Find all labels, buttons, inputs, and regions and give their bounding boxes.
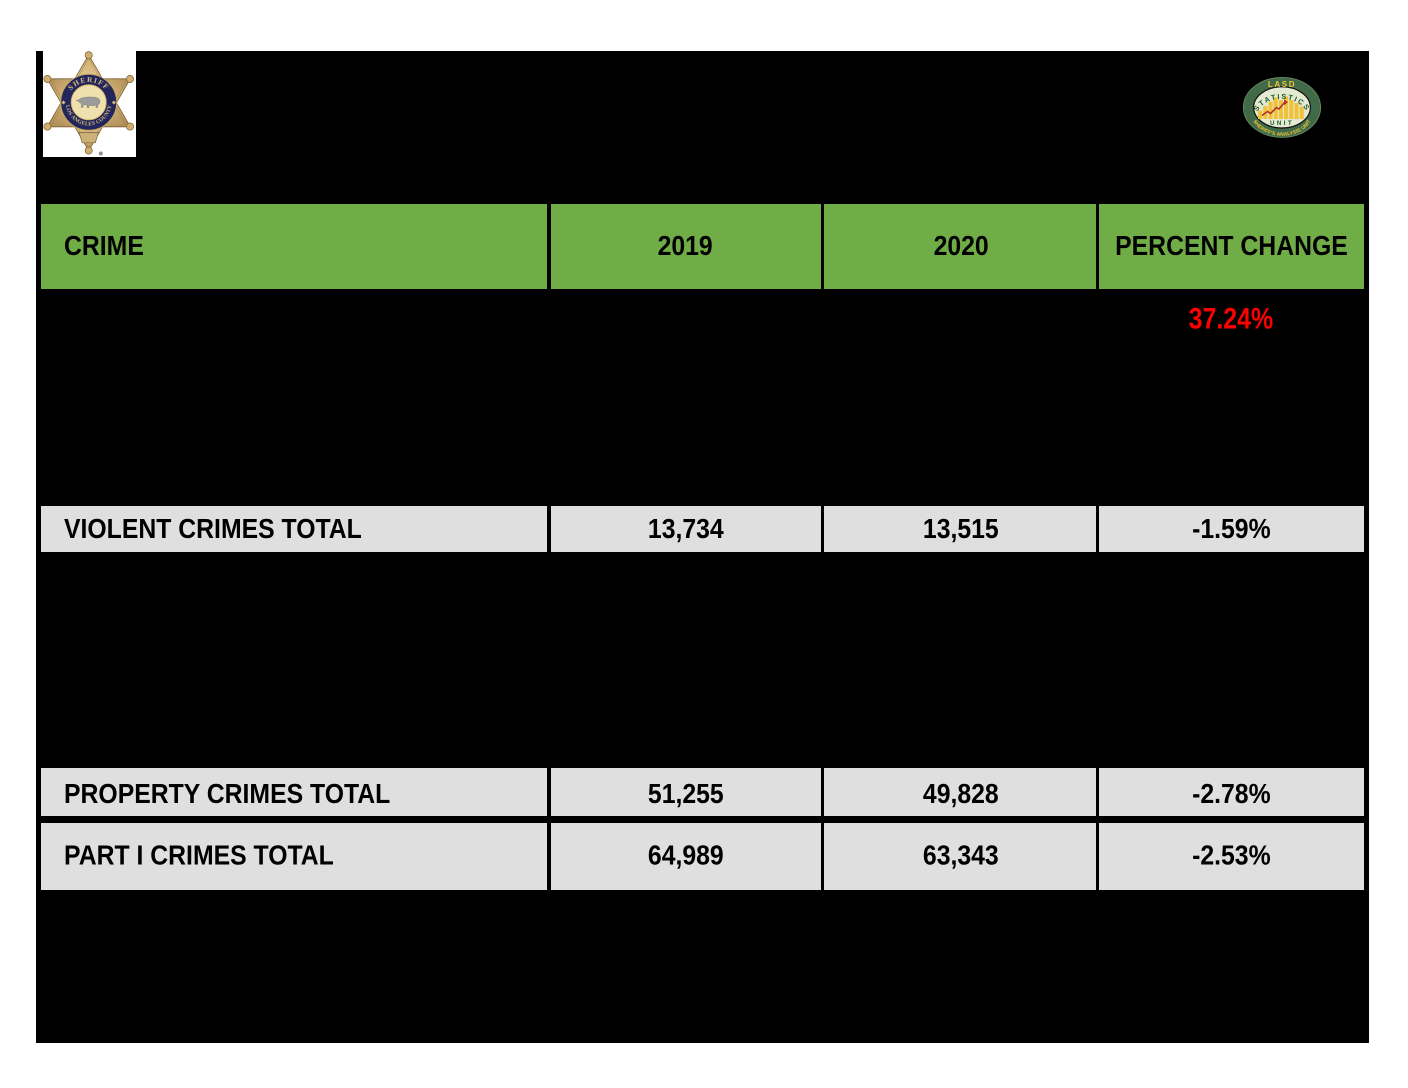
svg-text:LASD: LASD <box>1268 80 1296 89</box>
svg-text:UNIT: UNIT <box>1270 119 1294 126</box>
